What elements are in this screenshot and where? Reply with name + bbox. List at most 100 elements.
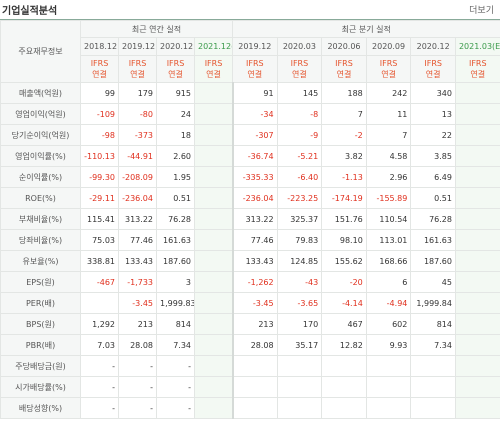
value-cell: 133.43	[118, 250, 157, 272]
value-cell	[454, 355, 500, 377]
value-cell	[80, 292, 119, 314]
value-cell: 28.08	[231, 334, 278, 356]
row-label: 영업이익(억원)	[0, 103, 81, 125]
row-label: EPS(원)	[0, 271, 81, 293]
value-cell: -208.09	[118, 166, 157, 188]
value-cell: 338.81	[80, 250, 119, 272]
row-label: 시가배당률(%)	[0, 376, 81, 398]
value-cell	[194, 82, 233, 104]
row-label: 순이익률(%)	[0, 166, 81, 188]
standard-header: IFRS 연결	[194, 55, 233, 83]
value-cell: -4.94	[365, 292, 412, 314]
value-cell: 0.51	[156, 187, 195, 209]
value-cell: -80	[118, 103, 157, 125]
value-cell: -1,262	[231, 271, 278, 293]
value-cell	[194, 208, 233, 230]
value-cell: -5.21	[276, 145, 323, 167]
value-cell: 155.62	[321, 250, 367, 272]
value-cell: 22	[410, 124, 456, 146]
value-cell: 7	[321, 103, 367, 125]
value-cell	[321, 397, 367, 419]
value-cell: -8	[276, 103, 323, 125]
standard-header: IFRS 연결	[276, 55, 323, 83]
value-cell: 213	[118, 313, 157, 335]
value-cell: 18	[156, 124, 195, 146]
period-header: 2020.06	[321, 37, 367, 56]
value-cell: -223.25	[276, 187, 323, 209]
value-cell	[454, 103, 500, 125]
value-cell: 79.83	[276, 229, 323, 251]
value-cell: 24	[156, 103, 195, 125]
value-cell: 188	[321, 82, 367, 104]
value-cell: 325.37	[276, 208, 323, 230]
value-cell	[454, 376, 500, 398]
value-cell	[454, 229, 500, 251]
row-label: 당좌비율(%)	[0, 229, 81, 251]
value-cell: 340	[410, 82, 456, 104]
value-cell: 179	[118, 82, 157, 104]
value-cell: -9	[276, 124, 323, 146]
more-button[interactable]: 더보기	[469, 6, 494, 16]
value-cell	[194, 250, 233, 272]
data-row: ROE(%) -29.11 -236.04 0.51 -236.04 -223.25 -17…	[0, 187, 500, 209]
value-cell	[410, 355, 456, 377]
value-cell: 35.17	[276, 334, 323, 356]
value-cell	[231, 397, 278, 419]
standard-header: IFRS 연결	[156, 55, 195, 83]
value-cell: 7.34	[156, 334, 195, 356]
value-cell	[231, 355, 278, 377]
value-cell	[454, 313, 500, 335]
corner-header: 주요재무정보	[0, 20, 81, 83]
value-cell	[365, 397, 412, 419]
value-cell: 91	[231, 82, 278, 104]
row-label: 영업이익률(%)	[0, 145, 81, 167]
value-cell	[454, 250, 500, 272]
value-cell	[454, 145, 500, 167]
header-row: IFRS 연결 IFRS 연결 IFRS 연결 IFRS 연결 IFRS 연결 IFRS …	[1, 55, 500, 83]
row-label: 당기순이익(억원)	[0, 124, 81, 146]
value-cell: 76.28	[156, 208, 195, 230]
value-cell	[321, 376, 367, 398]
value-cell	[231, 376, 278, 398]
period-header: 2020.03	[276, 37, 323, 56]
period-header: 2019.12	[118, 37, 157, 56]
row-label: 부채비율(%)	[0, 208, 81, 230]
value-cell	[194, 124, 233, 146]
value-cell: 170	[276, 313, 323, 335]
data-row: EPS(원) -467 -1,733 3 -1,262 -43 -20 6 45	[0, 271, 500, 293]
standard-header: IFRS 연결	[454, 55, 500, 83]
value-cell: -3.45	[118, 292, 157, 314]
value-cell	[276, 376, 323, 398]
value-cell	[454, 166, 500, 188]
value-cell	[194, 271, 233, 293]
value-cell: -	[80, 376, 119, 398]
value-cell: -373	[118, 124, 157, 146]
value-cell: 187.60	[410, 250, 456, 272]
row-label: PER(배)	[0, 292, 81, 314]
value-cell	[194, 187, 233, 209]
value-cell: 168.66	[365, 250, 412, 272]
period-header: 2021.03(E)	[454, 37, 500, 56]
data-row: 부채비율(%) 115.41 313.22 76.28 313.22 325.37 151.…	[0, 208, 500, 230]
value-cell: 242	[365, 82, 412, 104]
data-row: 당좌비율(%) 75.03 77.46 161.63 77.46 79.83 98.10 11…	[0, 229, 500, 251]
standard-header: IFRS 연결	[321, 55, 367, 83]
value-cell: 1.95	[156, 166, 195, 188]
value-cell	[194, 355, 233, 377]
value-cell: -155.89	[365, 187, 412, 209]
value-cell: 3	[156, 271, 195, 293]
value-cell	[454, 187, 500, 209]
value-cell: -3.45	[231, 292, 278, 314]
data-row: 배당성향(%) - - -	[0, 397, 500, 419]
value-cell: -4.14	[321, 292, 367, 314]
value-cell: 161.63	[156, 229, 195, 251]
value-cell: -36.74	[231, 145, 278, 167]
value-cell: -1,733	[118, 271, 157, 293]
data-row: 매출액(억원) 99 179 915 91 145 188 242 340	[0, 82, 500, 104]
value-cell: -236.04	[118, 187, 157, 209]
value-cell	[454, 82, 500, 104]
value-cell	[365, 376, 412, 398]
value-cell: 814	[410, 313, 456, 335]
value-cell: 77.46	[118, 229, 157, 251]
value-cell: -	[118, 355, 157, 377]
